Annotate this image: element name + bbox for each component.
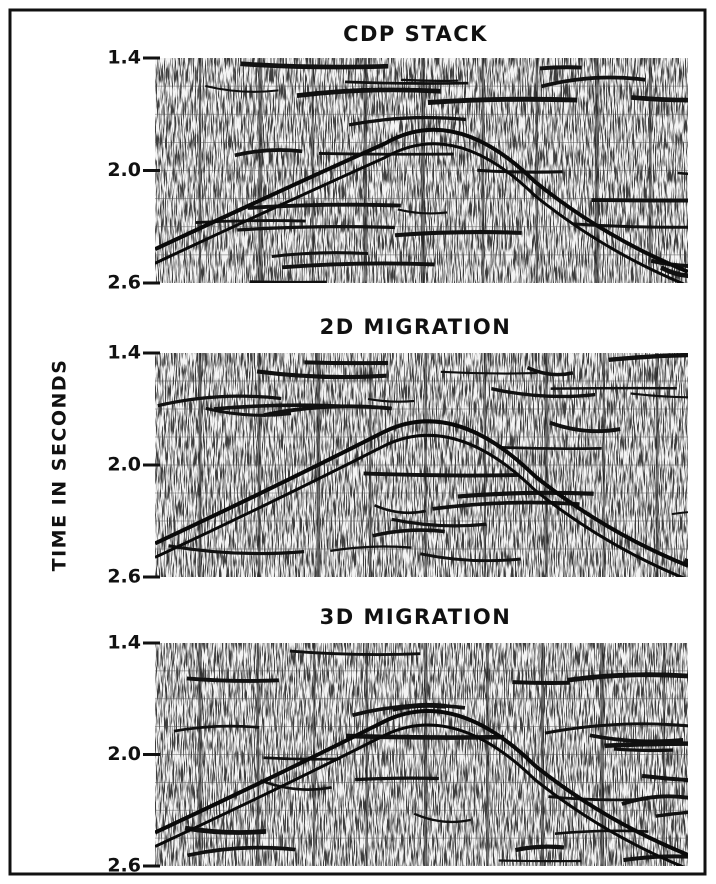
reflector bbox=[157, 394, 282, 408]
seismic-section bbox=[155, 353, 688, 577]
tick-label: 2.6 bbox=[107, 855, 141, 877]
reflector bbox=[400, 78, 459, 83]
reflector bbox=[318, 151, 454, 156]
reflector bbox=[289, 649, 421, 657]
main-reflector bbox=[155, 723, 686, 866]
tick-label: 2.0 bbox=[107, 454, 141, 476]
reflector bbox=[173, 724, 260, 733]
reflector bbox=[613, 747, 674, 753]
reflector bbox=[281, 261, 435, 270]
reflector bbox=[427, 96, 578, 105]
reflector bbox=[659, 265, 688, 279]
panel-title: 3D MIGRATION bbox=[320, 605, 512, 629]
reflector bbox=[240, 61, 389, 70]
reflector bbox=[671, 511, 688, 516]
reflector bbox=[168, 544, 305, 556]
reflector bbox=[263, 404, 393, 417]
reflector bbox=[344, 80, 469, 85]
reflector bbox=[271, 251, 369, 258]
reflector bbox=[567, 672, 688, 683]
reflector bbox=[237, 224, 395, 232]
main-reflector bbox=[155, 433, 686, 577]
reflector bbox=[394, 230, 522, 238]
reflector bbox=[352, 703, 466, 717]
reflector bbox=[420, 552, 522, 563]
reflector bbox=[457, 490, 594, 499]
tick-label: 1.4 bbox=[107, 47, 141, 69]
reflector bbox=[413, 812, 471, 824]
reflector bbox=[304, 360, 389, 366]
reflector bbox=[256, 369, 387, 380]
reflector bbox=[477, 168, 563, 174]
panel-title: CDP STACK bbox=[343, 22, 488, 46]
reflector bbox=[589, 733, 684, 744]
reflector bbox=[186, 676, 280, 683]
reflector bbox=[631, 95, 688, 103]
reflector bbox=[247, 202, 401, 210]
reflector bbox=[330, 545, 412, 553]
reflector bbox=[260, 779, 333, 791]
reflector bbox=[608, 353, 688, 363]
reflector bbox=[683, 558, 688, 564]
reflector bbox=[549, 420, 621, 434]
reflector bbox=[263, 756, 341, 761]
reflector bbox=[540, 75, 646, 89]
tick-label: 2.6 bbox=[107, 566, 141, 588]
reflector bbox=[655, 810, 688, 818]
reflector bbox=[440, 370, 538, 375]
reflector bbox=[650, 258, 688, 268]
reflector bbox=[348, 115, 467, 127]
reflector bbox=[367, 397, 415, 403]
reflector bbox=[514, 844, 565, 853]
reflector bbox=[187, 845, 296, 858]
reflector bbox=[491, 387, 596, 399]
reflector bbox=[205, 85, 279, 93]
reflector bbox=[205, 406, 292, 417]
main-reflector bbox=[155, 127, 688, 274]
reflector bbox=[641, 773, 688, 783]
reflector bbox=[550, 386, 677, 390]
main-reflector bbox=[155, 419, 688, 568]
reflector bbox=[355, 776, 439, 782]
main-reflector bbox=[155, 709, 688, 857]
panel-title: 2D MIGRATION bbox=[320, 315, 512, 339]
y-axis-label: TIME IN SECONDS bbox=[49, 359, 71, 572]
tick-label: 2.0 bbox=[107, 159, 141, 181]
reflector bbox=[372, 528, 445, 538]
reflector bbox=[374, 504, 427, 515]
reflector bbox=[604, 741, 688, 749]
reflector bbox=[296, 87, 441, 99]
reflector bbox=[544, 722, 688, 735]
tick-label: 2.0 bbox=[107, 743, 141, 765]
reflector bbox=[397, 208, 448, 215]
reflector bbox=[499, 445, 602, 451]
reflector bbox=[234, 148, 303, 158]
reflector bbox=[630, 392, 688, 399]
seismic-section bbox=[155, 643, 688, 866]
tick-label: 2.6 bbox=[107, 272, 141, 294]
tick-label: 1.4 bbox=[107, 632, 141, 654]
reflector bbox=[363, 471, 519, 478]
reflector bbox=[391, 517, 487, 528]
reflector bbox=[345, 733, 505, 740]
reflector bbox=[498, 859, 582, 863]
reflector bbox=[621, 794, 688, 806]
reflector bbox=[249, 280, 327, 283]
reflector bbox=[572, 222, 688, 229]
reflector bbox=[539, 65, 582, 71]
reflector bbox=[526, 366, 574, 377]
main-reflector bbox=[155, 142, 686, 283]
reflector bbox=[512, 680, 570, 685]
reflector bbox=[432, 500, 580, 511]
seismic-section bbox=[155, 58, 688, 283]
tick-label: 1.4 bbox=[107, 342, 141, 364]
reflector bbox=[195, 219, 306, 225]
